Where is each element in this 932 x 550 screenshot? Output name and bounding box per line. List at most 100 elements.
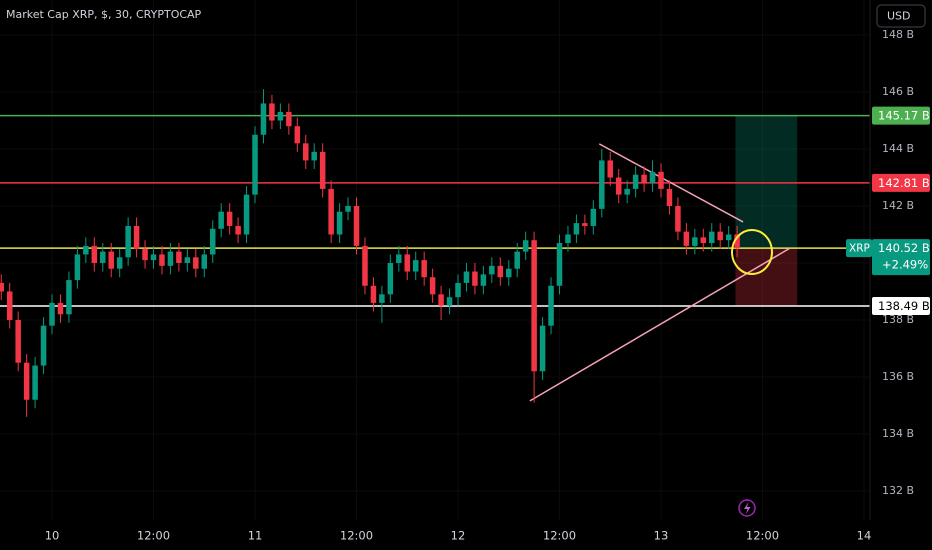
candle-body: [396, 254, 402, 263]
candle-body: [32, 365, 38, 400]
candle-body: [548, 285, 554, 326]
x-tick-label: 12:00: [543, 529, 576, 543]
plot-area: [0, 0, 870, 520]
candle-body: [286, 111, 292, 127]
x-tick-label: 11: [248, 529, 263, 543]
x-tick-label: 10: [45, 529, 60, 543]
candle-body: [675, 206, 681, 232]
currency-button[interactable]: [876, 4, 926, 28]
candle-body: [142, 248, 148, 261]
candle-body: [582, 223, 588, 226]
candle-body: [108, 251, 114, 269]
x-tick-label: 12: [451, 529, 466, 543]
candle-body: [201, 254, 208, 269]
candle-body: [514, 251, 520, 269]
candle-body: [235, 225, 241, 235]
currency-label[interactable]: USD: [887, 10, 911, 23]
candle-body: [91, 245, 98, 263]
candle-body: [700, 237, 707, 244]
loss-zone: [735, 248, 798, 307]
candle-body: [209, 228, 216, 255]
candle-body: [506, 268, 512, 278]
candle-body: [176, 251, 182, 263]
candle-body: [328, 188, 334, 235]
candle-body: [641, 174, 647, 184]
candle-body: [49, 302, 55, 326]
candle-body: [489, 265, 495, 275]
y-tick-label: 138 B: [882, 313, 914, 326]
candle-body: [0, 282, 5, 292]
candle-body: [150, 254, 157, 261]
x-tick-label: 12:00: [746, 529, 779, 543]
candle-body: [683, 231, 690, 246]
candle-body: [40, 325, 47, 366]
candle-body: [539, 325, 546, 372]
symbol-tag: [846, 239, 872, 258]
candle-body: [472, 271, 478, 286]
symbol-tag-label: XRP: [849, 243, 870, 255]
change-label: +2.49%: [882, 258, 928, 272]
candle-body: [624, 188, 630, 195]
candle-body: [590, 208, 597, 226]
lightning-icon[interactable]: [738, 499, 756, 517]
candle-body: [125, 225, 131, 258]
candle-body: [66, 280, 72, 315]
candle-body: [531, 240, 537, 372]
candle-body: [83, 245, 89, 255]
highlight-circle: [731, 229, 773, 275]
candle-body: [522, 240, 529, 252]
candle-body: [666, 188, 673, 207]
x-tick-label: 12:00: [340, 529, 373, 543]
y-tick-label: 136 B: [882, 370, 914, 383]
candle-body: [193, 257, 199, 269]
level-tag: [872, 297, 930, 316]
y-tick-label: 142 B: [882, 199, 914, 212]
candle-body: [480, 274, 487, 286]
candle-body: [446, 297, 453, 306]
candle-body: [438, 294, 444, 306]
candle-body: [57, 302, 64, 315]
candle-body: [116, 257, 123, 269]
candle-body: [269, 103, 275, 121]
candle-body: [379, 294, 385, 303]
candle-body: [725, 234, 732, 241]
y-tick-label: 146 B: [882, 85, 914, 98]
y-tick-label: 132 B: [882, 484, 914, 497]
candle-body: [497, 265, 504, 278]
candle-body: [6, 291, 13, 320]
candle-body: [184, 257, 191, 263]
y-tick-label: 148 B: [882, 28, 914, 41]
chart-title: Market Cap XRP, $, 30, CRYPTOCAP: [6, 8, 202, 21]
x-tick-label: 14: [857, 529, 872, 543]
candle-body: [573, 223, 580, 235]
level-tag: [872, 106, 930, 125]
level-tag-label: 138.49 B: [878, 299, 930, 313]
candle-body: [167, 251, 174, 266]
candle-body: [15, 319, 21, 363]
candle-body: [387, 262, 394, 295]
candle-body: [565, 234, 571, 244]
candle-body: [429, 277, 436, 295]
candle-body: [133, 225, 140, 249]
candle-body: [421, 260, 427, 278]
last-price-label: 140.52 B: [878, 241, 930, 255]
candle-body: [23, 362, 30, 400]
candle-body: [370, 285, 377, 303]
trendline: [598, 143, 744, 223]
candle-body: [404, 254, 411, 272]
candle-body: [658, 171, 664, 189]
candle-body: [692, 237, 698, 246]
candle-body: [243, 194, 250, 235]
candle-body: [345, 206, 351, 212]
candle-body: [353, 206, 360, 246]
lightning-bolt: [744, 502, 751, 514]
level-tag-label: 145.17 B: [878, 109, 930, 123]
candle-body: [632, 174, 639, 189]
candle-body: [252, 134, 258, 195]
candle-body: [463, 271, 470, 283]
candle-body: [717, 231, 723, 241]
candle-body: [260, 103, 267, 135]
candle-body: [218, 211, 224, 229]
candle-body: [649, 171, 656, 184]
x-tick-label: 12:00: [137, 529, 170, 543]
